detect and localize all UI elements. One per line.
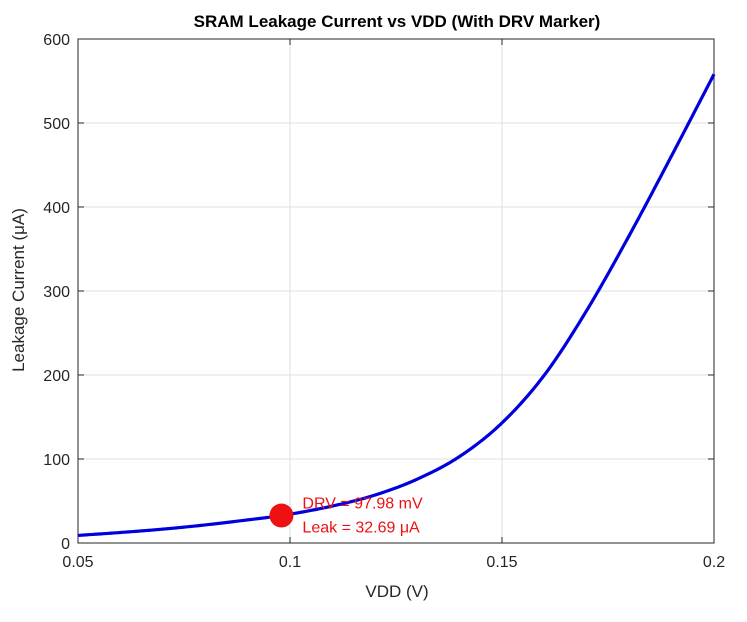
x-tick-label: 0.1	[279, 554, 301, 571]
drv-annotation: DRV = 97.98 mV	[302, 496, 423, 513]
axis-ticks: 0.05 0.1 0.15 0.2 0 100 200 300 400 500 600	[43, 32, 725, 571]
chart-title: SRAM Leakage Current vs VDD (With DRV Ma…	[194, 12, 601, 31]
y-tick-label: 0	[61, 536, 70, 553]
marker-layer: DRV = 97.98 mV Leak = 32.69 μA	[269, 496, 423, 537]
y-tick-label: 100	[43, 452, 70, 469]
series-layer	[77, 73, 716, 538]
x-tick-label: 0.15	[486, 554, 517, 571]
drv-marker-point	[269, 503, 294, 528]
grid-lines	[77, 38, 715, 544]
x-tick-label: 0.2	[703, 554, 725, 571]
x-axis-label: VDD (V)	[365, 582, 428, 601]
y-tick-label: 500	[43, 116, 70, 133]
y-tick-label: 400	[43, 200, 70, 217]
y-axis-label: Leakage Current (μA)	[9, 208, 28, 372]
series-line	[77, 73, 716, 538]
x-tick-label: 0.05	[62, 554, 93, 571]
y-tick-label: 600	[43, 32, 70, 49]
y-tick-label: 300	[43, 284, 70, 301]
leak-annotation: Leak = 32.69 μA	[302, 520, 420, 537]
y-tick-label: 200	[43, 368, 70, 385]
